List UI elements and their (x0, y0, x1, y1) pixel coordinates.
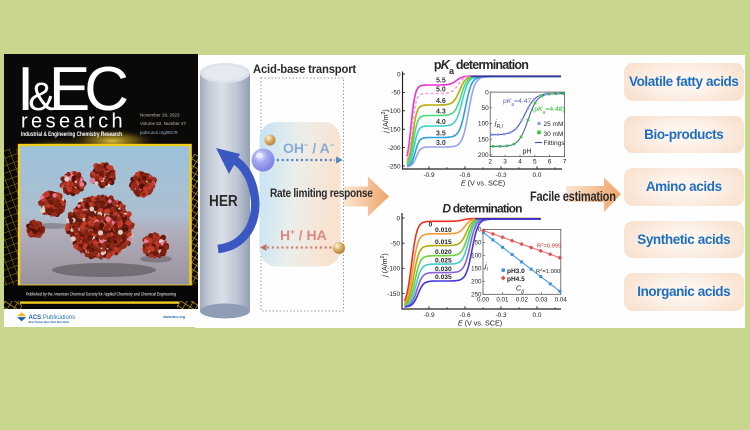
svg-text:j (A/m2): j (A/m2) (381, 109, 390, 133)
svg-text:R2=1.000: R2=1.000 (536, 267, 560, 276)
svg-text:50: 50 (475, 240, 482, 247)
svg-text:200: 200 (478, 152, 489, 159)
svg-text:(pKa=4.48): (pKa=4.48) (532, 106, 565, 116)
svg-text:E (V vs. SCE): E (V vs. SCE) (458, 319, 502, 328)
svg-text:jR,l: jR,l (494, 120, 504, 130)
svg-text:0: 0 (396, 215, 400, 222)
svg-text:0.00: 0.00 (477, 296, 490, 303)
svg-text:C0: C0 (516, 284, 524, 296)
svg-text:5: 5 (533, 159, 537, 166)
svg-text:Published by the American Chem: Published by the American Chemical Socie… (26, 292, 177, 297)
svg-text:research: research (21, 111, 126, 133)
svg-text:D determination: D determination (442, 202, 522, 216)
svg-text:100: 100 (478, 121, 489, 128)
svg-text:j (A/m2): j (A/m2) (380, 253, 389, 277)
svg-text:-150: -150 (387, 291, 400, 298)
svg-text:4.6: 4.6 (436, 98, 446, 105)
svg-text:-50: -50 (391, 241, 401, 248)
svg-text:200: 200 (471, 279, 482, 286)
svg-text:6: 6 (548, 159, 552, 166)
svg-text:R2=0.999: R2=0.999 (537, 241, 561, 250)
svg-text:150: 150 (478, 136, 489, 143)
svg-text:-150: -150 (388, 127, 401, 134)
svg-text:E (V vs. SCE): E (V vs. SCE) (461, 179, 505, 188)
svg-text:ACS Publications: ACS Publications (29, 315, 76, 321)
svg-text:-0.9: -0.9 (423, 172, 434, 179)
svg-text:7: 7 (563, 159, 567, 166)
svg-text:-0.3: -0.3 (495, 312, 506, 319)
svg-text:0: 0 (397, 71, 401, 78)
svg-text:4.3: 4.3 (436, 109, 446, 116)
svg-text:-250: -250 (388, 163, 401, 170)
svg-text:4.0: 4.0 (436, 119, 446, 126)
svg-text:5.0: 5.0 (436, 87, 446, 94)
svg-text:50: 50 (481, 105, 489, 112)
svg-text:3.5: 3.5 (436, 131, 446, 138)
svg-text:0.030: 0.030 (435, 266, 452, 273)
svg-text:0.0: 0.0 (533, 312, 542, 319)
svg-text:0.025: 0.025 (435, 257, 452, 264)
svg-text:-100: -100 (387, 266, 400, 273)
svg-text:-0.6: -0.6 (459, 312, 470, 319)
svg-text:November 29, 2023: November 29, 2023 (140, 113, 180, 118)
svg-text:250: 250 (471, 292, 482, 299)
svg-text:pubs.acs.org/IECR: pubs.acs.org/IECR (140, 130, 179, 135)
svg-text:Industrial & Engineering Chemi: Industrial & Engineering Chemistry Resea… (21, 131, 122, 138)
svg-text:0.020: 0.020 (435, 249, 452, 256)
svg-text:0.02: 0.02 (516, 296, 529, 303)
svg-text:0.0: 0.0 (533, 172, 542, 179)
svg-text:-0.9: -0.9 (423, 312, 434, 319)
svg-text:-200: -200 (388, 145, 401, 152)
svg-text:0: 0 (429, 221, 433, 228)
svg-text:pH: pH (523, 149, 532, 156)
svg-text:Fittings: Fittings (544, 140, 566, 147)
svg-text:2: 2 (488, 159, 492, 166)
svg-text:pKa=4.47: pKa=4.47 (503, 98, 532, 108)
svg-text:-50: -50 (391, 90, 401, 97)
svg-text:4: 4 (518, 159, 522, 166)
svg-text:5.5: 5.5 (436, 78, 446, 85)
svg-text:pKa determination: pKa determination (434, 58, 528, 76)
svg-text:-100: -100 (388, 108, 401, 115)
svg-text:0.015: 0.015 (435, 239, 452, 246)
svg-text:0: 0 (485, 89, 489, 96)
svg-text:www.acs.org: www.acs.org (162, 315, 185, 319)
svg-text:jl: jl (484, 263, 489, 273)
svg-text:150: 150 (471, 266, 482, 273)
svg-text:0.03: 0.03 (535, 296, 548, 303)
svg-text:30 mM: 30 mM (544, 131, 564, 138)
svg-text:pH4.5: pH4.5 (507, 276, 525, 283)
svg-text:0.010: 0.010 (435, 227, 452, 234)
svg-text:-0.6: -0.6 (459, 172, 470, 179)
svg-text:3: 3 (503, 159, 507, 166)
svg-text:Most Trusted. Most Cited. Most: Most Trusted. Most Cited. Most Read. (29, 321, 70, 324)
svg-text:0.01: 0.01 (496, 296, 509, 303)
svg-text:Volume 62, Number 47: Volume 62, Number 47 (140, 121, 187, 126)
svg-text:0: 0 (478, 227, 482, 234)
svg-text:100: 100 (471, 253, 482, 260)
svg-text:25 mM: 25 mM (544, 121, 564, 128)
svg-text:-0.3: -0.3 (495, 172, 506, 179)
svg-text:0.035: 0.035 (435, 274, 452, 281)
svg-text:3.0: 3.0 (436, 140, 446, 147)
svg-text:0.04: 0.04 (555, 296, 568, 303)
svg-text:pH3.0: pH3.0 (507, 268, 525, 275)
